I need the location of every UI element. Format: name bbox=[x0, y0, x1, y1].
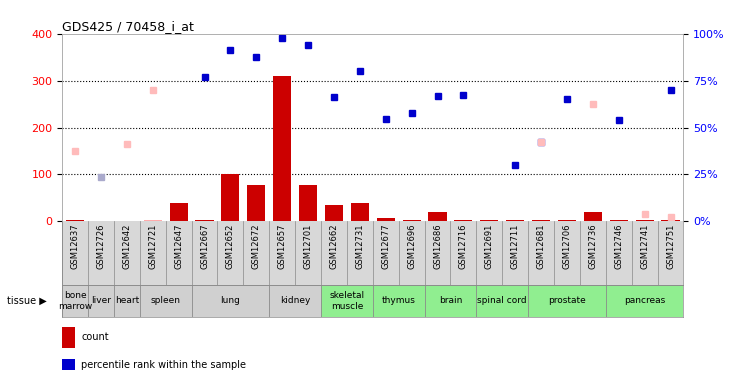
Text: percentile rank within the sample: percentile rank within the sample bbox=[81, 360, 246, 369]
Bar bbox=[403, 220, 421, 221]
Bar bbox=[373, 285, 425, 317]
Bar bbox=[88, 285, 114, 317]
Bar bbox=[140, 285, 192, 317]
Text: GSM12701: GSM12701 bbox=[303, 223, 313, 268]
Text: brain: brain bbox=[439, 296, 462, 305]
Text: GSM12647: GSM12647 bbox=[174, 223, 183, 268]
Text: GSM12746: GSM12746 bbox=[614, 223, 624, 268]
Text: GSM12691: GSM12691 bbox=[485, 223, 494, 268]
Text: spinal cord: spinal cord bbox=[477, 296, 527, 305]
Text: lung: lung bbox=[221, 296, 240, 305]
Bar bbox=[558, 220, 576, 221]
Bar bbox=[114, 285, 140, 317]
Bar bbox=[532, 220, 550, 221]
Text: GSM12677: GSM12677 bbox=[382, 223, 390, 269]
Text: GSM12706: GSM12706 bbox=[562, 223, 572, 268]
Bar bbox=[247, 185, 265, 221]
Bar bbox=[269, 285, 321, 317]
Text: GSM12716: GSM12716 bbox=[459, 223, 468, 268]
Text: GSM12667: GSM12667 bbox=[200, 223, 209, 269]
Text: prostate: prostate bbox=[548, 296, 586, 305]
Text: GSM12657: GSM12657 bbox=[278, 223, 287, 268]
Text: GSM12731: GSM12731 bbox=[355, 223, 364, 268]
Text: spleen: spleen bbox=[151, 296, 181, 305]
Bar bbox=[506, 220, 524, 221]
Bar bbox=[192, 285, 269, 317]
Bar bbox=[299, 185, 317, 221]
Text: pancreas: pancreas bbox=[624, 296, 665, 305]
Text: kidney: kidney bbox=[280, 296, 311, 305]
Bar bbox=[606, 285, 683, 317]
Text: skeletal
muscle: skeletal muscle bbox=[330, 291, 365, 310]
Bar bbox=[635, 220, 654, 221]
Bar bbox=[455, 220, 472, 221]
Bar bbox=[610, 220, 628, 221]
Bar bbox=[425, 285, 477, 317]
Text: GSM12686: GSM12686 bbox=[433, 223, 442, 269]
Text: GSM12662: GSM12662 bbox=[330, 223, 338, 268]
Text: liver: liver bbox=[91, 296, 111, 305]
Text: heart: heart bbox=[115, 296, 139, 305]
Text: GSM12637: GSM12637 bbox=[71, 223, 80, 269]
Text: GDS425 / 70458_i_at: GDS425 / 70458_i_at bbox=[62, 20, 194, 33]
Text: thymus: thymus bbox=[382, 296, 416, 305]
Bar bbox=[428, 212, 447, 221]
Bar bbox=[528, 285, 606, 317]
Bar bbox=[351, 202, 369, 221]
Text: GSM12681: GSM12681 bbox=[537, 223, 545, 268]
Bar bbox=[584, 212, 602, 221]
Text: bone
marrow: bone marrow bbox=[58, 291, 92, 310]
Text: GSM12696: GSM12696 bbox=[407, 223, 416, 268]
Text: count: count bbox=[81, 333, 109, 342]
Text: GSM12741: GSM12741 bbox=[640, 223, 649, 268]
Bar bbox=[62, 285, 88, 317]
Bar bbox=[195, 220, 213, 221]
Text: GSM12726: GSM12726 bbox=[96, 223, 105, 268]
Text: GSM12751: GSM12751 bbox=[666, 223, 675, 268]
Text: tissue ▶: tissue ▶ bbox=[7, 296, 47, 306]
Bar bbox=[273, 76, 291, 221]
Text: GSM12642: GSM12642 bbox=[122, 223, 132, 268]
Bar bbox=[144, 220, 162, 221]
Bar bbox=[66, 220, 84, 221]
Bar bbox=[376, 217, 395, 221]
Text: GSM12711: GSM12711 bbox=[511, 223, 520, 268]
Bar bbox=[480, 220, 499, 221]
Bar bbox=[325, 205, 343, 221]
Bar bbox=[321, 285, 373, 317]
Text: GSM12672: GSM12672 bbox=[251, 223, 261, 268]
Text: GSM12736: GSM12736 bbox=[588, 223, 597, 269]
Text: GSM12721: GSM12721 bbox=[148, 223, 157, 268]
Bar bbox=[221, 174, 240, 221]
Bar bbox=[170, 202, 188, 221]
Bar bbox=[662, 220, 680, 221]
Bar bbox=[477, 285, 528, 317]
Text: GSM12652: GSM12652 bbox=[226, 223, 235, 268]
